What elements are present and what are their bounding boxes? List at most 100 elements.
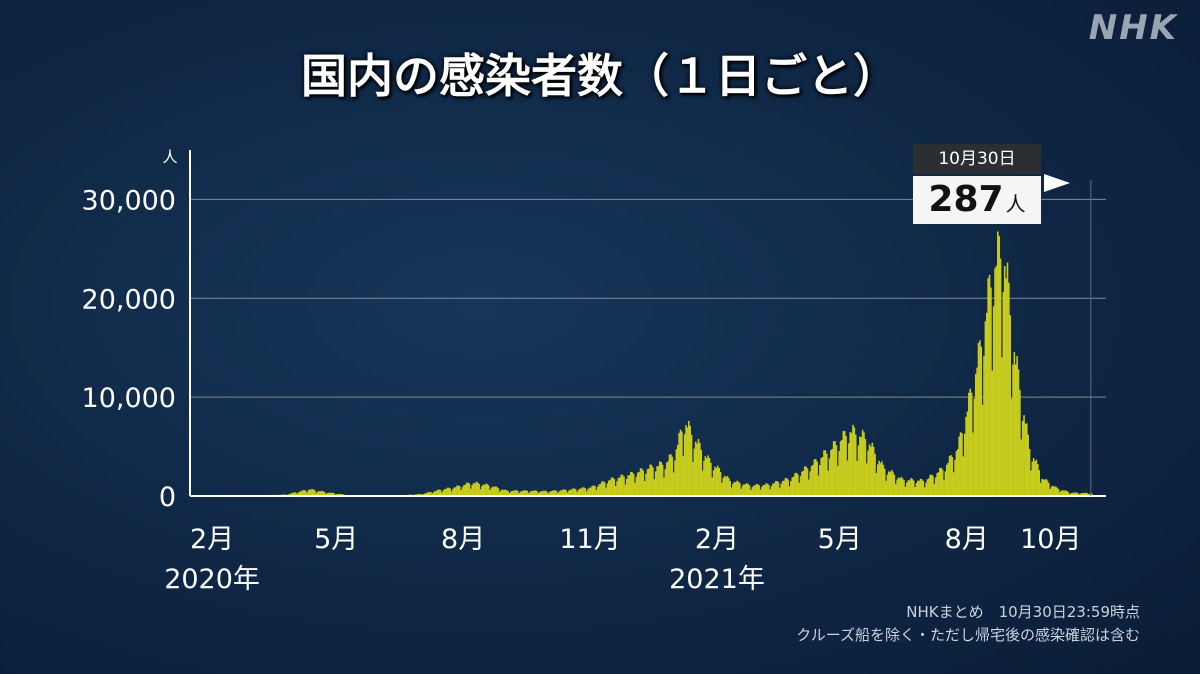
daily-bar [537,493,540,496]
daily-bar [969,388,972,496]
daily-bar [755,483,758,496]
daily-bar [434,491,436,496]
daily-bar [934,477,937,496]
daily-bar [318,491,320,496]
daily-bar [868,444,871,496]
daily-bar [841,439,843,496]
daily-bar [910,478,912,496]
daily-bar [563,489,566,496]
daily-bar [958,436,960,496]
daily-bar [290,493,293,496]
daily-bar [659,461,661,496]
daily-bar [899,478,901,496]
daily-bar [926,479,929,496]
daily-bar [526,490,529,496]
daily-bar [289,493,291,496]
daily-bar [701,470,704,496]
daily-bar [1013,352,1016,496]
daily-bar [893,474,896,496]
daily-bar [672,472,675,496]
daily-bar [892,471,894,496]
daily-bar [1034,461,1036,496]
daily-bar [741,485,744,496]
daily-bar [465,482,468,496]
daily-bar [634,482,636,496]
daily-bar [1005,278,1007,496]
daily-bar [522,490,525,496]
daily-bar [799,476,802,496]
daily-bar [870,446,872,496]
daily-bar [1090,493,1093,496]
x-tick-label: 8月 [441,524,485,555]
daily-bar [548,491,551,496]
daily-bar [864,439,867,496]
daily-bar [460,490,462,496]
daily-bar [649,464,651,496]
daily-bar [754,485,756,496]
daily-bar [1060,490,1063,496]
daily-bar [848,443,850,496]
daily-bar [875,472,878,496]
daily-bar [1085,492,1087,496]
daily-bar [312,489,315,496]
daily-bar [428,491,431,496]
daily-bar [774,481,777,496]
daily-bar [792,476,795,496]
y-axis-unit: 人 [162,148,177,166]
daily-bar [918,480,920,496]
daily-bar [940,467,943,496]
daily-bar [570,489,573,496]
daily-bar [678,432,680,496]
daily-bar [585,491,588,496]
daily-bar [973,398,976,496]
daily-bar [914,487,916,496]
daily-bar [576,491,578,496]
daily-bar [540,491,542,496]
daily-bar [788,486,791,496]
daily-bar [594,485,596,496]
daily-bar [983,356,985,496]
y-tick-label: 0 [159,482,176,513]
daily-bar [860,437,863,496]
daily-bar [602,481,605,496]
daily-bar [483,484,486,496]
daily-bar [636,472,639,496]
daily-bar [675,449,678,496]
daily-bar [842,430,845,496]
daily-bar [984,321,987,496]
daily-bar [810,465,813,496]
daily-bar [1072,492,1075,496]
daily-bar [859,436,861,496]
daily-bar [948,456,951,496]
daily-bar [761,486,763,496]
daily-bar [663,477,665,496]
daily-bar [504,489,507,496]
daily-bar [521,490,523,496]
daily-bar [736,480,738,496]
daily-bar [846,460,849,496]
daily-bar [642,470,645,496]
daily-bar [836,465,839,496]
daily-bar [676,444,679,496]
daily-bar [329,492,331,496]
daily-bar [432,492,435,496]
daily-bar [740,488,743,496]
daily-bar [333,493,336,496]
daily-bar [583,487,585,496]
daily-bar [454,487,457,496]
daily-bar [340,493,342,496]
daily-bar [474,483,476,496]
daily-bar [1081,493,1083,496]
daily-bar [627,475,629,496]
daily-bar [985,312,988,496]
latest-date-label: 10月30日 [913,144,1041,174]
daily-bar [471,484,474,496]
daily-bar [505,490,508,496]
daily-bar [794,473,796,496]
daily-bar [430,492,432,496]
daily-bar [315,492,318,496]
daily-bar [519,491,522,496]
daily-bar [878,460,880,496]
daily-bar [863,432,865,496]
daily-bar [748,485,751,496]
